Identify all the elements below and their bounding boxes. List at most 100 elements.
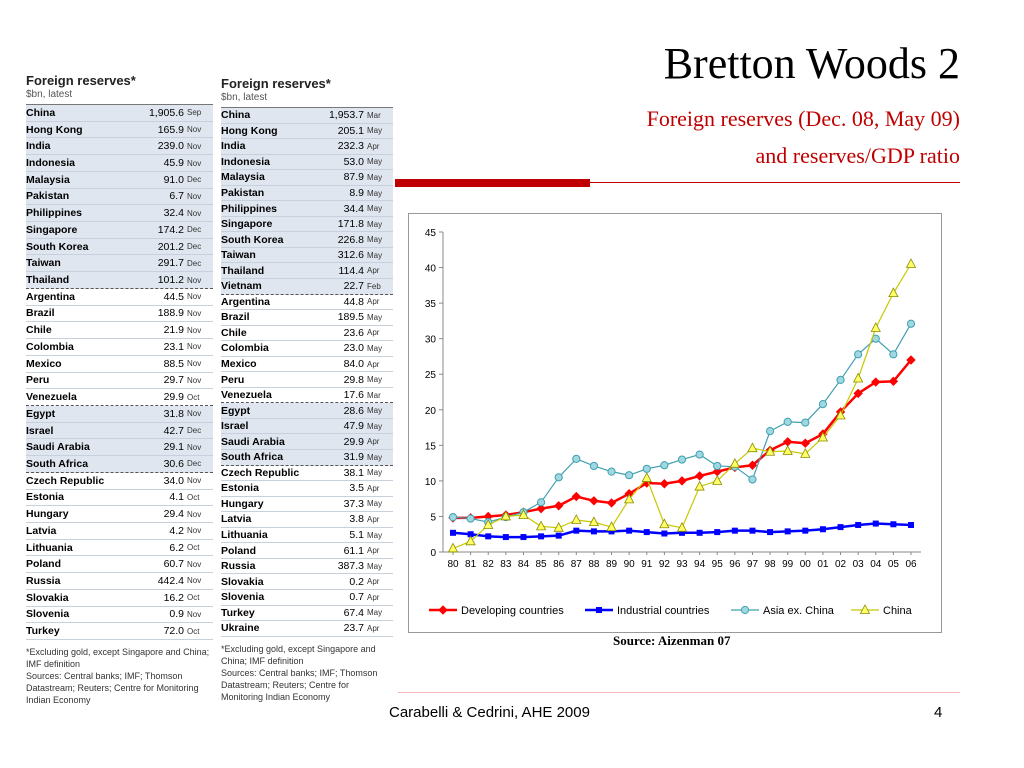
legend-swatch-marker — [740, 605, 750, 615]
country-name: Saudi Arabia — [221, 435, 285, 448]
country-name: Hungary — [221, 497, 264, 510]
table-row: Lithuania 5.1 May — [221, 528, 393, 544]
x-tick-label: 88 — [588, 559, 600, 570]
reserve-month: Nov — [187, 409, 202, 419]
reserve-value: 226.8 — [337, 233, 364, 246]
reserve-month: Nov — [187, 308, 202, 318]
data-point — [784, 528, 791, 535]
reserve-month: Mar — [367, 390, 381, 400]
country-name: Slovakia — [221, 575, 264, 588]
table-row: Saudi Arabia 29.9 Apr — [221, 434, 393, 451]
x-tick-label: 83 — [500, 559, 512, 570]
reserve-month: Oct — [187, 593, 200, 603]
y-tick-label: 45 — [425, 228, 437, 239]
x-tick-label: 84 — [518, 559, 530, 570]
reserve-month: Nov — [187, 191, 202, 201]
table-row: Singapore 174.2 Dec — [26, 222, 213, 239]
reserve-value: 29.1 — [163, 441, 184, 454]
country-name: Pakistan — [26, 190, 70, 203]
country-name: Egypt — [26, 407, 56, 420]
data-point — [852, 372, 864, 383]
reserve-month: May — [367, 499, 383, 509]
x-tick-label: 02 — [835, 559, 847, 570]
reserve-value: 67.4 — [343, 606, 364, 619]
table-row: Mexico 88.5 Nov — [26, 356, 213, 373]
footer-rule — [398, 692, 960, 693]
reserve-value: 291.7 — [157, 257, 184, 270]
reserve-month: Nov — [187, 509, 202, 519]
data-point — [888, 376, 899, 387]
x-tick-label: 80 — [447, 559, 459, 570]
data-point — [782, 437, 793, 447]
reserve-month: May — [367, 250, 383, 260]
reserve-value: 201.2 — [157, 240, 184, 253]
country-name: Israel — [221, 420, 249, 433]
country-name: Philippines — [26, 207, 83, 220]
data-point — [571, 491, 582, 502]
reserve-value: 16.2 — [163, 591, 184, 604]
data-point — [518, 509, 529, 519]
data-point — [782, 445, 793, 455]
reserve-value: 23.0 — [343, 342, 364, 355]
data-point — [889, 350, 898, 359]
country-name: South Korea — [221, 233, 284, 246]
data-point — [906, 355, 916, 365]
reserve-value: 0.7 — [349, 591, 364, 604]
reserve-month: Feb — [367, 281, 381, 291]
data-point — [573, 527, 580, 534]
table-row: Slovenia 0.9 Nov — [26, 607, 213, 624]
data-point — [536, 503, 546, 514]
reserve-month: May — [367, 530, 383, 540]
country-name: Brazil — [26, 307, 55, 320]
country-name: Poland — [26, 558, 62, 571]
table-row: Colombia 23.1 Nov — [26, 339, 213, 356]
reserve-value: 6.7 — [169, 190, 184, 203]
table-row: Israel 47.9 May — [221, 418, 393, 435]
reserve-value: 44.8 — [343, 295, 364, 308]
reserve-value: 29.4 — [163, 508, 184, 521]
data-point — [800, 438, 811, 448]
table-row: Chile 23.6 Apr — [221, 326, 393, 342]
reserve-value: 312.6 — [337, 249, 364, 262]
reserve-month: May — [367, 126, 383, 136]
country-name: Hong Kong — [221, 124, 278, 137]
reserve-month: Dec — [187, 426, 202, 436]
reserve-value: 84.0 — [343, 358, 364, 371]
data-point — [747, 460, 758, 470]
table-row: Hong Kong 205.1 May — [221, 123, 393, 140]
reserve-month: Apr — [367, 266, 380, 276]
data-point — [749, 527, 756, 534]
table-row: Philippines 34.4 May — [221, 201, 393, 217]
country-name: Venezuela — [26, 391, 77, 404]
data-point — [555, 532, 562, 539]
reserve-month: Nov — [187, 158, 202, 168]
reserve-month: Apr — [367, 592, 380, 602]
reserve-month: Oct — [187, 543, 200, 553]
data-point — [802, 527, 809, 534]
data-point — [659, 518, 670, 529]
reserve-month: Apr — [367, 359, 380, 369]
reserve-month: May — [367, 343, 383, 353]
data-point — [589, 461, 599, 471]
table-row: Taiwan 312.6 May — [221, 247, 393, 264]
data-point — [467, 531, 474, 538]
country-name: Peru — [221, 373, 245, 386]
y-tick-label: 35 — [425, 299, 437, 310]
y-tick-label: 5 — [430, 512, 436, 523]
table-row: Russia 387.3 May — [221, 559, 393, 575]
reserve-month: Apr — [367, 546, 380, 556]
table-row: Argentina 44.8 Apr — [221, 295, 393, 311]
data-point — [747, 442, 758, 453]
table-row: Turkey 67.4 May — [221, 606, 393, 622]
table-footnote: *Excluding gold, except Singapore and Ch… — [221, 643, 376, 666]
data-point — [835, 409, 846, 420]
data-point — [642, 464, 651, 473]
reserve-month: May — [367, 608, 383, 618]
reserve-value: 0.2 — [349, 575, 364, 588]
slide-subtitle-line1: Foreign reserves (Dec. 08, May 09) — [646, 106, 960, 131]
decorative-rule — [590, 182, 960, 183]
reserve-value: 22.7 — [343, 280, 364, 293]
table-subtitle: $bn, latest — [221, 92, 268, 103]
data-point — [465, 535, 476, 546]
data-point — [714, 529, 721, 536]
